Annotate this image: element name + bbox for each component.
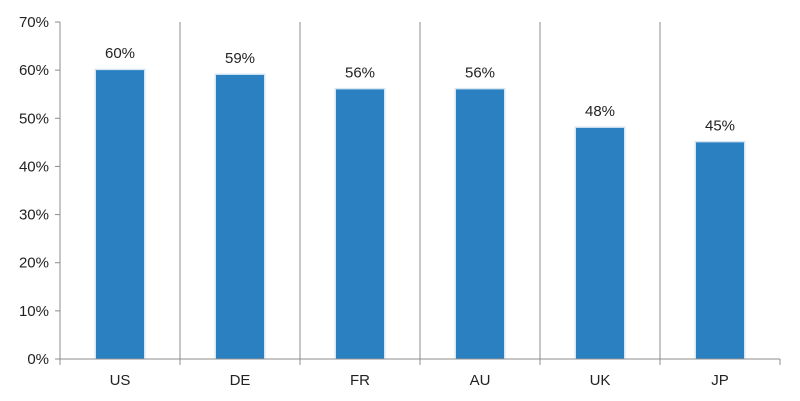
y-tick-label: 60% <box>19 62 49 79</box>
category-label: DE <box>230 372 251 389</box>
y-tick-label: 50% <box>19 110 49 127</box>
y-tick-label: 10% <box>19 303 49 320</box>
data-label: 56% <box>465 64 495 81</box>
data-label: 60% <box>105 45 135 62</box>
category-label: JP <box>711 372 729 389</box>
axes <box>55 21 781 365</box>
bars <box>94 68 746 360</box>
bar-jp <box>696 142 744 359</box>
data-label: 56% <box>345 64 375 81</box>
category-separators <box>179 22 661 365</box>
data-label: 45% <box>705 117 735 134</box>
bar-uk <box>576 127 624 360</box>
category-labels: US DE FR AU UK JP <box>110 372 729 389</box>
data-label: 59% <box>225 50 255 67</box>
y-tick-label: 70% <box>19 14 49 31</box>
bar-au <box>456 89 504 360</box>
y-tick-label: 0% <box>27 351 49 368</box>
y-tick-labels: 0% 10% 20% 30% 40% 50% 60% 70% <box>19 14 49 368</box>
data-label: 48% <box>585 103 615 120</box>
y-tick-label: 30% <box>19 207 49 224</box>
bar-us <box>96 70 144 360</box>
data-labels: 60% 59% 56% 56% 48% 45% <box>105 45 735 134</box>
category-label: US <box>110 372 131 389</box>
category-label: AU <box>470 372 491 389</box>
category-label: UK <box>590 372 611 389</box>
bar-de <box>216 74 264 359</box>
category-label: FR <box>350 372 370 389</box>
y-tick-label: 40% <box>19 158 49 175</box>
y-tick-label: 20% <box>19 255 49 272</box>
bar-fr <box>336 89 384 360</box>
